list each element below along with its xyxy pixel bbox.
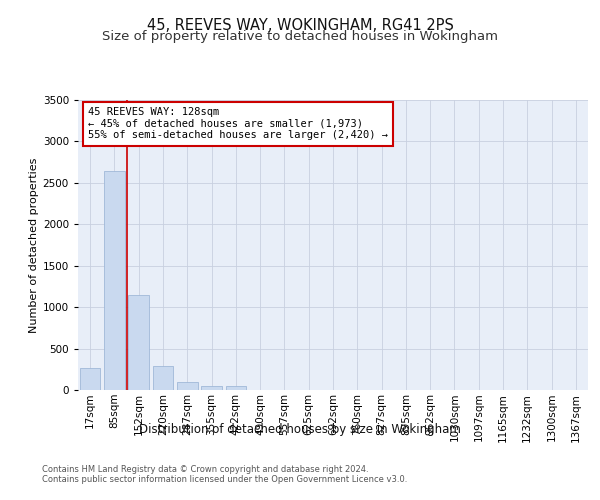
Bar [128,294,149,390]
Bar [177,382,197,390]
Bar [226,386,246,390]
Bar [201,386,222,390]
Bar [104,172,125,390]
Bar [80,368,100,390]
Text: Contains HM Land Registry data © Crown copyright and database right 2024.: Contains HM Land Registry data © Crown c… [42,465,368,474]
Text: Size of property relative to detached houses in Wokingham: Size of property relative to detached ho… [102,30,498,43]
Text: Distribution of detached houses by size in Wokingham: Distribution of detached houses by size … [139,422,461,436]
Text: 45 REEVES WAY: 128sqm
← 45% of detached houses are smaller (1,973)
55% of semi-d: 45 REEVES WAY: 128sqm ← 45% of detached … [88,108,388,140]
Y-axis label: Number of detached properties: Number of detached properties [29,158,38,332]
Bar [152,366,173,390]
Text: 45, REEVES WAY, WOKINGHAM, RG41 2PS: 45, REEVES WAY, WOKINGHAM, RG41 2PS [146,18,454,32]
Text: Contains public sector information licensed under the Open Government Licence v3: Contains public sector information licen… [42,475,407,484]
